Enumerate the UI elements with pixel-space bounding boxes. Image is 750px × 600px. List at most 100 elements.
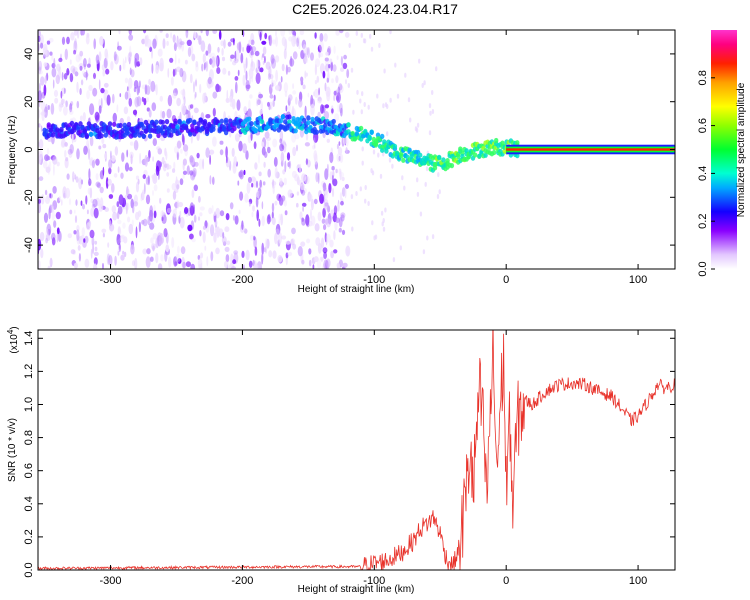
spectrogram-noise-cell	[196, 34, 200, 41]
spectrogram-noise-cell	[194, 91, 197, 98]
spectrogram-noise-cell	[40, 100, 46, 111]
spectrogram-noise-cell	[155, 84, 158, 96]
spectrogram-noise-cell	[155, 64, 160, 74]
spectrogram-noise-cell	[256, 209, 260, 222]
spectrogram-noise-cell	[267, 73, 271, 80]
spectrogram-noise-cell	[284, 90, 288, 98]
spectrogram-noise-cell	[48, 37, 54, 43]
spectrogram-noise-cell	[114, 255, 117, 266]
colorbar-ticks: 0.0 0.2 0.4 0.6 0.8	[697, 70, 715, 277]
spectrogram-noise-cell	[60, 141, 66, 148]
spectrogram-ridge-cell	[449, 163, 455, 169]
spectrogram-noise-cell	[69, 209, 73, 215]
spectrogram-noise-cell	[68, 109, 74, 115]
snr-line	[38, 330, 675, 570]
spectrogram-noise-cell	[325, 234, 328, 246]
spectrogram-noise-cell	[225, 146, 228, 159]
spectrogram-noise-cell	[267, 146, 271, 154]
spectrogram-noise-cell	[314, 58, 321, 67]
spectrogram-noise-cell	[212, 30, 218, 34]
spectrogram-noise-cell	[279, 143, 285, 152]
spectrogram-noise-cell	[49, 257, 52, 267]
spectrogram-noise-cell	[323, 224, 327, 231]
spectrogram-noise-cell	[352, 109, 355, 115]
spectrogram-noise-cell	[208, 80, 214, 88]
spectrogram-noise-cell	[158, 161, 163, 168]
spectrogram-noise-cell	[306, 47, 311, 59]
spectrogram-noise-cell	[152, 38, 157, 49]
spectrogram-noise-cell	[280, 151, 285, 164]
spectrogram-noise-cell	[292, 51, 298, 60]
spectrogram-noise-cell	[64, 150, 67, 158]
spectrogram-noise-cell	[238, 41, 242, 54]
spectrogram-ridge-cell	[133, 132, 138, 138]
spectrogram-noise-cell	[322, 247, 328, 254]
spectrogram-noise-cell	[43, 62, 48, 67]
spectrogram-noise-cell	[72, 172, 76, 179]
spectrogram-noise-cell	[290, 238, 296, 246]
spectrogram-noise-cell	[211, 56, 216, 68]
spectrogram-noise-cell	[142, 248, 148, 255]
spectrogram-noise-cell	[86, 139, 90, 151]
spectrogram-noise-cell	[58, 66, 62, 75]
spectrogram-noise-cell	[212, 107, 216, 117]
spectrogram-noise-cell	[221, 56, 226, 62]
spectrogram-noise-cell	[304, 105, 307, 118]
spectrogram-noise-cell	[44, 189, 48, 196]
spectrogram-noise-cell	[102, 69, 106, 77]
spectrogram-noise-cell	[136, 96, 142, 107]
spectrogram-noise-cell	[213, 232, 217, 243]
spectrogram-noise-cell	[130, 69, 135, 78]
spectrogram-noise-cell	[396, 93, 400, 99]
spectrogram-noise-cell	[146, 97, 149, 103]
spectrogram-noise-cell	[378, 43, 381, 48]
spectrogram-noise-cell	[260, 101, 264, 111]
spectrogram-noise-cell	[212, 91, 218, 99]
spectrogram-noise-cell	[90, 248, 93, 259]
spectrogram-noise-cell	[193, 81, 195, 93]
spectrogram-noise-cell	[128, 77, 133, 89]
spectrogram-ridge-cell	[112, 121, 117, 127]
spectrogram-noise-cell	[258, 218, 261, 227]
spectrogram-noise-cell	[339, 192, 343, 201]
spectrogram-noise-cell	[38, 35, 41, 43]
spectrogram-noise-cell	[278, 197, 284, 206]
spectrogram-noise-cell	[335, 95, 340, 102]
spectrogram-noise-cell	[139, 152, 142, 165]
spectrogram-noise-cell	[225, 213, 230, 221]
spectrogram-noise-cell	[243, 228, 248, 234]
spectrogram-noise-cell	[262, 60, 265, 65]
spectrogram-noise-cell	[222, 232, 225, 239]
snr-ytick-label: 0.8	[23, 430, 35, 445]
spectrogram-noise-cell	[302, 84, 306, 90]
spectrogram-noise-cell	[255, 196, 259, 208]
spectrogram-noise-cell	[336, 203, 340, 212]
spectrogram-noise-cell	[153, 204, 156, 212]
spectrogram-noise-cell	[296, 191, 300, 196]
spectrogram-noise-cell	[267, 168, 272, 178]
spectrogram-noise-cell	[53, 57, 56, 68]
spectrogram-noise-cell	[314, 32, 317, 39]
spectrogram-noise-cell	[292, 90, 297, 95]
spectrogram-noise-cell	[108, 194, 114, 199]
spectrogram-noise-cell	[142, 218, 148, 227]
spectrogram-noise-cell	[364, 185, 367, 190]
spectrogram-noise-cell	[314, 223, 320, 232]
spectrogram-noise-cell	[310, 208, 312, 220]
spectrogram-noise-cell	[152, 189, 154, 196]
spectrogram-noise-cell	[41, 194, 45, 205]
spectrogram-noise-cell	[324, 104, 330, 109]
spectrogram-noise-cell	[359, 186, 362, 192]
spectrogram-noise-cell	[415, 127, 419, 133]
spectrogram-noise-cell	[167, 94, 173, 107]
spectrogram-noise-cell	[149, 209, 153, 222]
spectrogram-noise-cell	[388, 157, 392, 163]
spectrogram-noise-cell	[66, 173, 70, 180]
spectrogram-noise-cell	[367, 104, 370, 110]
spectrogram-noise-cell	[68, 198, 72, 206]
spectrogram-noise-cell	[142, 174, 146, 180]
spectrogram-noise-cell	[323, 251, 327, 259]
spectrogram-ylabel: Frequency (Hz)	[7, 116, 18, 185]
spectrogram-noise-cell	[134, 52, 140, 63]
spectrogram-noise-cell	[296, 37, 299, 47]
